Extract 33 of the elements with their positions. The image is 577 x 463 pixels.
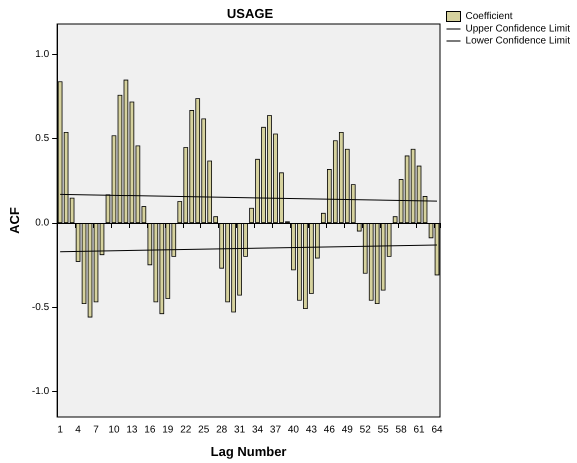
- legend-label: Coefficient: [466, 11, 513, 22]
- x-tick-label: 40: [288, 424, 300, 436]
- chart-title: USAGE: [226, 6, 274, 21]
- x-tick-label: 34: [252, 424, 264, 436]
- y-tick-label: 1.0: [35, 48, 50, 60]
- x-tick-label: 58: [396, 424, 408, 436]
- x-tick-label: 1: [57, 424, 64, 436]
- y-tick-label: -1.0: [32, 386, 50, 398]
- y-tick-label: 0.0: [35, 218, 50, 229]
- y-axis-title: ACF: [7, 207, 22, 234]
- x-axis-title: Lag Number: [210, 444, 286, 459]
- x-tick-label: 4: [75, 424, 82, 436]
- legend-label: Lower Confidence Limit: [466, 36, 570, 46]
- x-tick-label: 43: [306, 424, 318, 436]
- x-tick-label: 16: [144, 424, 156, 436]
- x-tick-label: 46: [324, 424, 336, 436]
- legend-label: Upper Confidence Limit: [466, 24, 570, 34]
- x-tick-label: 22: [180, 424, 192, 436]
- y-tick-label: -0.5: [32, 302, 50, 313]
- x-tick-label: 19: [162, 424, 174, 436]
- x-tick-label: 31: [234, 424, 246, 436]
- x-tick-label: 10: [108, 424, 120, 436]
- y-tick-label: 0.5: [35, 133, 50, 144]
- x-tick-label: 25: [198, 424, 210, 436]
- x-tick-label: 55: [378, 424, 390, 436]
- x-tick-label: 49: [342, 424, 354, 436]
- x-tick-label: 37: [270, 424, 282, 436]
- x-tick-label: 52: [360, 424, 372, 436]
- x-tick-label: 13: [126, 424, 138, 436]
- x-tick-label: 7: [93, 424, 100, 436]
- x-tick-label: 61: [414, 424, 426, 436]
- x-tick-label: 64: [431, 424, 444, 436]
- x-tick-label: 28: [216, 424, 228, 436]
